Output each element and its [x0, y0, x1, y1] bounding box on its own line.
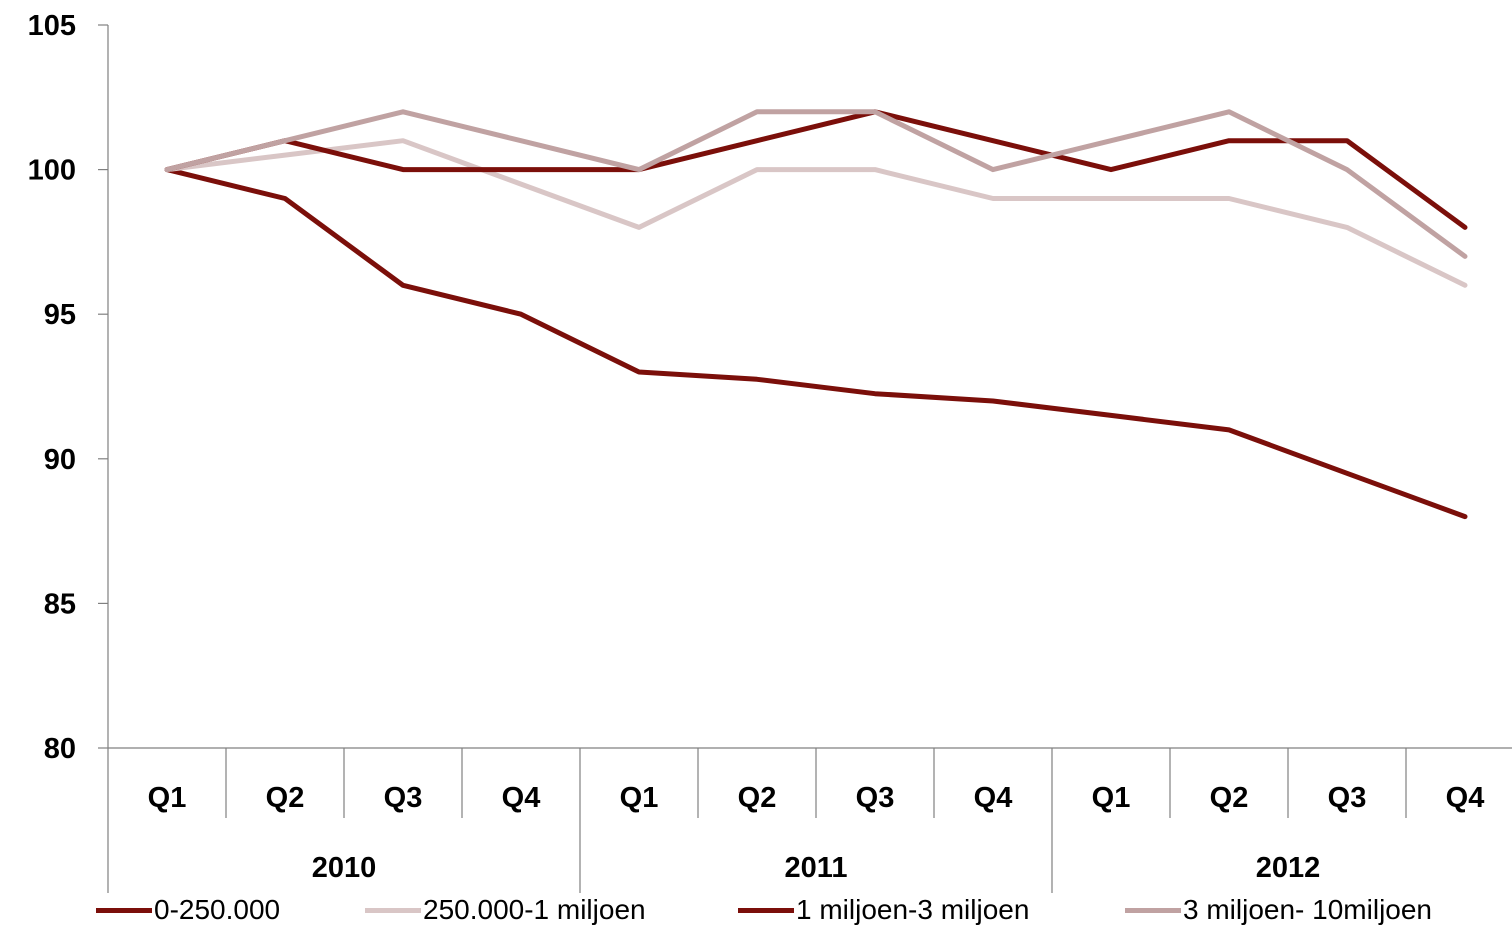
x-tick-label-quarter: Q1: [620, 782, 659, 814]
x-tick-label-quarter: Q3: [384, 782, 423, 814]
x-tick-label-year: 2012: [1256, 852, 1321, 884]
x-tick-label-quarter: Q1: [148, 782, 187, 814]
legend-item: 250.000-1 miljoen: [365, 894, 646, 926]
legend-label: 3 miljoen- 10miljoen: [1183, 894, 1433, 925]
legend-label: 0-250.000: [154, 894, 281, 925]
x-tick-label-quarter: Q4: [974, 782, 1013, 814]
legend-swatch: [738, 907, 794, 913]
series-lines: [164, 109, 1468, 520]
legend-swatch: [365, 907, 421, 913]
x-tick-label-quarter: Q2: [738, 782, 777, 814]
legend-item: 3 miljoen- 10miljoen: [1125, 894, 1432, 926]
legend-label: 250.000-1 miljoen: [423, 894, 646, 925]
x-tick-label-quarter: Q3: [856, 782, 895, 814]
y-tick-label: 90: [44, 444, 76, 476]
series-line-1: [164, 167, 1468, 520]
series-line-2: [164, 138, 1468, 288]
y-tick-label: 105: [28, 10, 76, 42]
y-tick-label: 80: [44, 733, 76, 765]
legend-item: 0-250.000: [96, 894, 280, 926]
x-tick-label-year: 2011: [785, 852, 848, 884]
x-tick-label-year: 2010: [312, 852, 377, 884]
x-tick-label-quarter: Q3: [1328, 782, 1367, 814]
y-axis-ticks: 80 85 90 95 100 105: [28, 10, 108, 765]
y-tick-label: 85: [44, 588, 76, 620]
x-tick-label-quarter: Q4: [1446, 782, 1485, 814]
y-tick-label: 95: [44, 299, 76, 331]
legend-item: 1 miljoen-3 miljoen: [738, 894, 1029, 926]
legend: 0-250.000 250.000-1 miljoen 1 miljoen-3 mi…: [0, 894, 1512, 926]
x-tick-label-quarter: Q4: [502, 782, 541, 814]
x-tick-label-quarter: Q1: [1092, 782, 1131, 814]
x-axis-ticks: Q1 Q2 Q3 Q4 Q1 Q2 Q3 Q4 Q1 Q2 Q3 Q4 2010 2011 2012: [148, 748, 1485, 893]
legend-label: 1 miljoen-3 miljoen: [796, 894, 1030, 925]
x-tick-label-quarter: Q2: [266, 782, 305, 814]
legend-swatch: [96, 907, 152, 913]
x-tick-label-quarter: Q2: [1210, 782, 1249, 814]
legend-swatch: [1125, 907, 1181, 913]
y-tick-label: 100: [28, 155, 76, 187]
series-line-3: [164, 109, 1468, 230]
series-line-4: [164, 109, 1468, 259]
